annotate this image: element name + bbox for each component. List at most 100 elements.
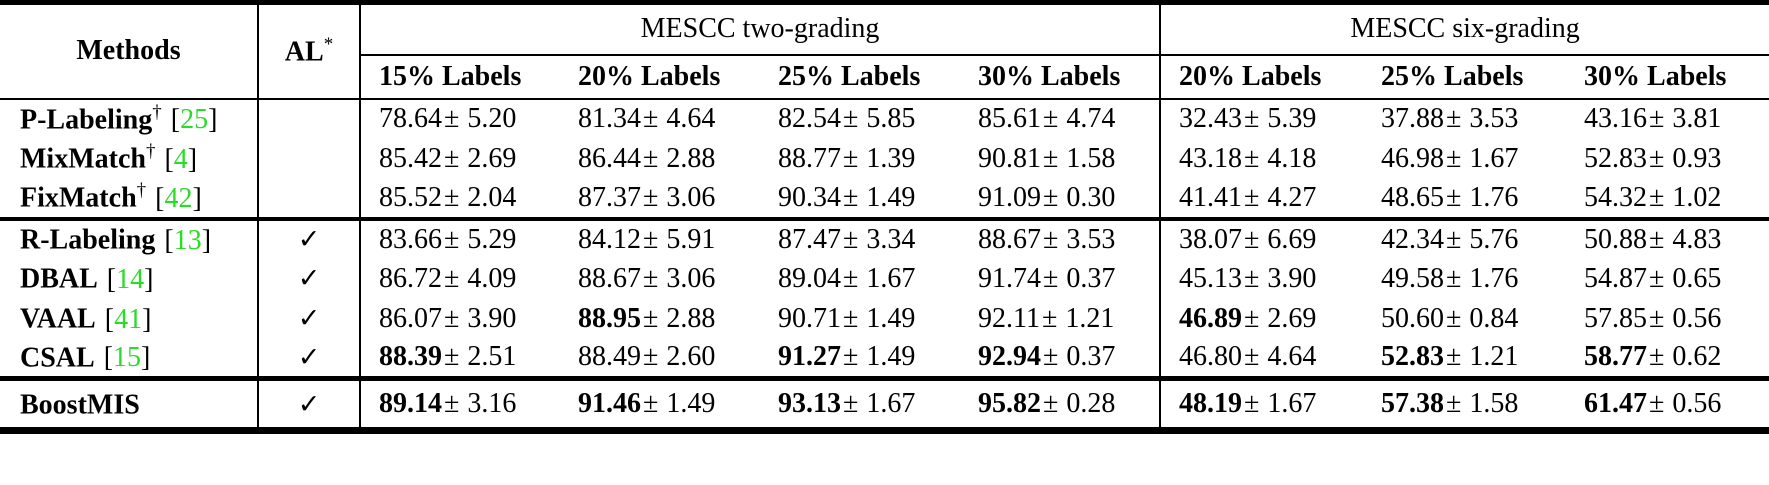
metric-cell: 92.94± 0.37 (960, 338, 1162, 381)
citation: [25] (170, 104, 218, 136)
metric-cell: 88.49± 2.60 (560, 338, 760, 381)
al-checkmark-cell: ✓ (258, 338, 361, 381)
plus-minus: ± (643, 223, 659, 255)
metric-cell: 46.89± 2.69 (1179, 302, 1317, 334)
citation: [14] (106, 263, 154, 295)
metric-cell: 88.95± 2.88 (578, 302, 716, 334)
citation-link[interactable]: 15 (113, 342, 142, 374)
metric-cell: 57.85± 0.56 (1584, 302, 1722, 334)
plus-minus: ± (843, 388, 859, 419)
plus-minus: ± (1649, 142, 1665, 174)
citation: [15] (103, 342, 151, 374)
method-cell: DBAL [14] (0, 258, 259, 299)
metric-cell: 88.39± 2.51 (360, 338, 560, 381)
plus-minus: ± (1244, 103, 1260, 134)
metric-cell: 85.61± 4.74 (960, 98, 1162, 139)
plus-minus: ± (843, 103, 859, 134)
method-cell: VAAL [41] (0, 298, 259, 339)
metric-cell: 90.34± 1.49 (760, 178, 960, 221)
plus-minus: ± (1446, 181, 1462, 213)
metric-cell: 43.16± 3.81 (1584, 103, 1722, 134)
al-checkmark-cell: ✓ (258, 298, 361, 339)
asterisk-superscript: * (323, 34, 334, 56)
metric-cell: 48.19± 1.67 (1179, 388, 1317, 419)
metric-cell: 92.11± 1.21 (960, 298, 1162, 339)
results-table-wrapper: Methods AL* MESCC two-grading MESCC six-… (0, 0, 1769, 434)
metric-cell: 90.81± 1.58 (960, 138, 1162, 179)
metric-cell: 42.34± 5.76 (1381, 223, 1519, 255)
plus-minus: ± (1649, 103, 1665, 134)
metric-cell: 54.87± 0.65 (1584, 262, 1722, 294)
table-row-boostmis: BoostMIS ✓ 89.14± 3.16 91.46± 1.49 93.13± 1… (0, 378, 1769, 431)
citation-link[interactable]: 41 (114, 303, 143, 335)
metric-cell: 82.54± 5.85 (778, 103, 916, 134)
plus-minus: ± (1244, 223, 1260, 255)
group-header-six-grading: MESCC six-grading (1160, 2, 1769, 56)
plus-minus: ± (1649, 223, 1665, 255)
column-header-two-25: 25% Labels (760, 54, 960, 100)
table-row-csal: CSAL [15] ✓ 88.39± 2.51 88.49± 2.60 91.27± 1… (0, 338, 1769, 381)
metric-cell: 38.07± 6.69 (1179, 223, 1317, 255)
metric-cell: 61.47± 0.56 (1584, 388, 1722, 419)
al-checkmark-cell: ✓ (258, 258, 361, 299)
citation-link[interactable]: 25 (180, 104, 209, 136)
metric-cell: 49.58± 1.76 (1381, 262, 1519, 294)
citation-link[interactable]: 42 (164, 182, 193, 214)
column-header-al: AL* (258, 2, 361, 100)
metric-cell: 85.52± 2.04 (360, 178, 560, 221)
al-checkmark-cell (258, 138, 361, 179)
method-cell: BoostMIS (0, 378, 259, 431)
column-header-two-15: 15% Labels (360, 54, 560, 100)
citation-link[interactable]: 14 (116, 263, 145, 295)
table-row-r-labeling: R-Labeling [13] ✓ 83.66± 5.29 84.12± 5.91 8… (0, 218, 1769, 259)
plus-minus: ± (1043, 341, 1059, 373)
metric-cell: 46.98± 1.67 (1381, 142, 1519, 174)
plus-minus: ± (843, 262, 859, 294)
metric-cell: 45.13± 3.90 (1179, 262, 1317, 294)
metric-cell: 91.27± 1.49 (760, 338, 960, 381)
al-checkmark-cell (258, 178, 361, 221)
citation: [42] (155, 182, 202, 214)
plus-minus: ± (1649, 262, 1665, 294)
plus-minus: ± (444, 302, 460, 334)
metric-cell: 90.71± 1.49 (778, 302, 916, 334)
metric-cell: 52.83± 1.21 (1363, 338, 1567, 381)
plus-minus: ± (1043, 262, 1059, 294)
metric-cell: 88.77± 1.39 (778, 142, 916, 174)
method-cell: R-Labeling [13] (0, 218, 259, 259)
metric-cell: 37.88± 3.53 (1381, 103, 1519, 134)
metric-cell: 91.74± 0.37 (960, 258, 1162, 299)
plus-minus: ± (1446, 223, 1462, 255)
plus-minus: ± (1649, 388, 1665, 419)
metric-cell: 86.44± 2.88 (578, 142, 716, 174)
citation-link[interactable]: 4 (173, 143, 188, 175)
plus-minus: ± (444, 223, 460, 255)
plus-minus: ± (643, 388, 659, 419)
metric-cell: 84.12± 5.91 (578, 223, 716, 255)
header-row-labels: 15% Labels 20% Labels 25% Labels 30% Lab… (0, 54, 1769, 100)
plus-minus: ± (1043, 103, 1059, 134)
citation: [4] (164, 143, 198, 175)
plus-minus: ± (1244, 142, 1260, 174)
metric-cell: 89.04± 1.67 (778, 262, 916, 294)
table-row-fixmatch: FixMatch† [42] 85.52± 2.04 87.37± 3.06 90.3… (0, 178, 1769, 221)
metric-cell: 57.38± 1.58 (1381, 388, 1519, 419)
plus-minus: ± (643, 142, 659, 174)
plus-minus: ± (843, 181, 859, 213)
plus-minus: ± (444, 262, 460, 294)
metric-cell: 87.37± 3.06 (560, 178, 760, 221)
plus-minus: ± (1649, 341, 1665, 373)
column-header-six-20: 20% Labels (1160, 54, 1364, 100)
dagger-superscript: † (136, 180, 147, 202)
plus-minus: ± (1043, 181, 1059, 213)
citation-link[interactable]: 13 (173, 224, 202, 256)
group-header-two-grading: MESCC two-grading (360, 2, 1162, 56)
metric-cell: 83.66± 5.29 (379, 223, 517, 255)
column-header-six-30: 30% Labels (1566, 54, 1769, 100)
metric-cell: 50.88± 4.83 (1584, 223, 1722, 255)
metric-cell: 88.67± 3.06 (578, 262, 716, 294)
column-header-two-30: 30% Labels (960, 54, 1162, 100)
metric-cell: 52.83± 0.93 (1584, 142, 1722, 174)
dagger-superscript: † (152, 101, 162, 123)
plus-minus: ± (1446, 341, 1462, 373)
